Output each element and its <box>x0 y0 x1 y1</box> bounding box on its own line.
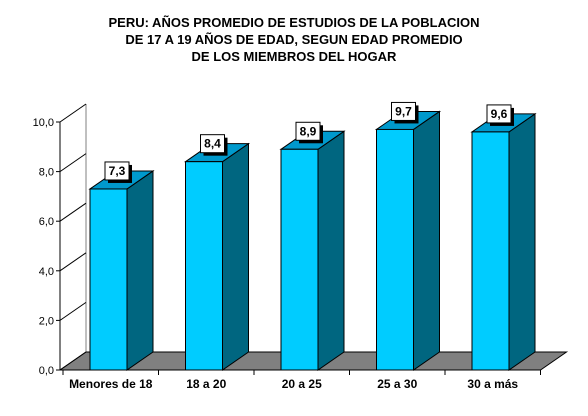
bar <box>471 131 510 371</box>
y-tick-depth <box>59 202 87 222</box>
y-tick-label: 10,0 <box>33 117 54 129</box>
x-tick-label: 20 a 25 <box>282 377 322 391</box>
bar <box>280 148 319 371</box>
y-tick-depth <box>59 153 87 173</box>
data-label-box <box>391 101 416 121</box>
bar-side <box>508 112 536 371</box>
bar <box>376 128 414 371</box>
data-label: 9,6 <box>491 107 508 121</box>
x-tick-label: 30 a más <box>467 377 518 391</box>
bar-side <box>317 130 345 371</box>
y-tick-label: 6,0 <box>39 216 54 228</box>
bar-side <box>222 142 249 371</box>
bar-side <box>126 170 154 371</box>
y-tick-depth <box>59 351 87 371</box>
y-tick-depth <box>59 301 87 321</box>
y-tick-depth <box>59 103 87 123</box>
data-label-box <box>200 134 225 154</box>
data-label: 8,9 <box>300 124 317 138</box>
data-label: 8,4 <box>204 137 221 151</box>
y-tick-label: 2,0 <box>39 315 54 327</box>
y-tick-label: 8,0 <box>39 167 54 179</box>
x-tick-label: 18 a 20 <box>186 377 226 391</box>
data-label-box <box>104 161 130 181</box>
data-label-box <box>295 121 321 141</box>
bar <box>89 188 128 371</box>
data-label-box <box>486 104 512 124</box>
chart-title: PERU: AÑOS PROMEDIO DE ESTUDIOS DE LA PO… <box>108 15 480 64</box>
data-label: 9,7 <box>395 104 412 118</box>
x-tick-label: 25 a 30 <box>377 377 417 391</box>
bar <box>185 161 223 371</box>
data-label: 7,3 <box>109 164 126 178</box>
y-tick-depth <box>59 252 87 272</box>
y-tick-label: 4,0 <box>39 266 54 278</box>
bar-side <box>413 110 440 371</box>
x-tick-label: Menores de 18 <box>69 377 153 391</box>
y-tick-label: 0,0 <box>39 365 54 377</box>
